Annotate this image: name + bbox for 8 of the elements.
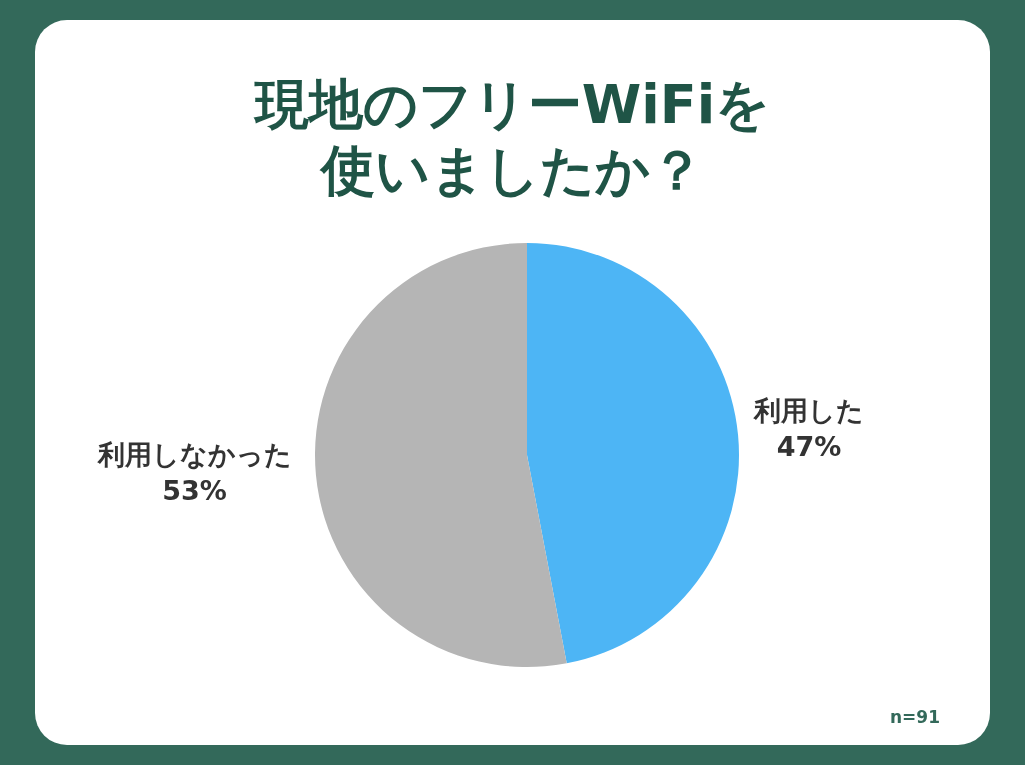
data-label: 53% (162, 475, 227, 507)
slice-label: 利用しなかった (96, 439, 292, 471)
pie-slice (315, 243, 567, 667)
data-label: 47% (776, 431, 842, 463)
text: n=91 (889, 707, 940, 727)
chart-title: 現地のフリーWiFiを使いましたか？ (252, 72, 772, 204)
slice-label: 利用した (752, 394, 864, 426)
pie-slice (527, 243, 739, 664)
